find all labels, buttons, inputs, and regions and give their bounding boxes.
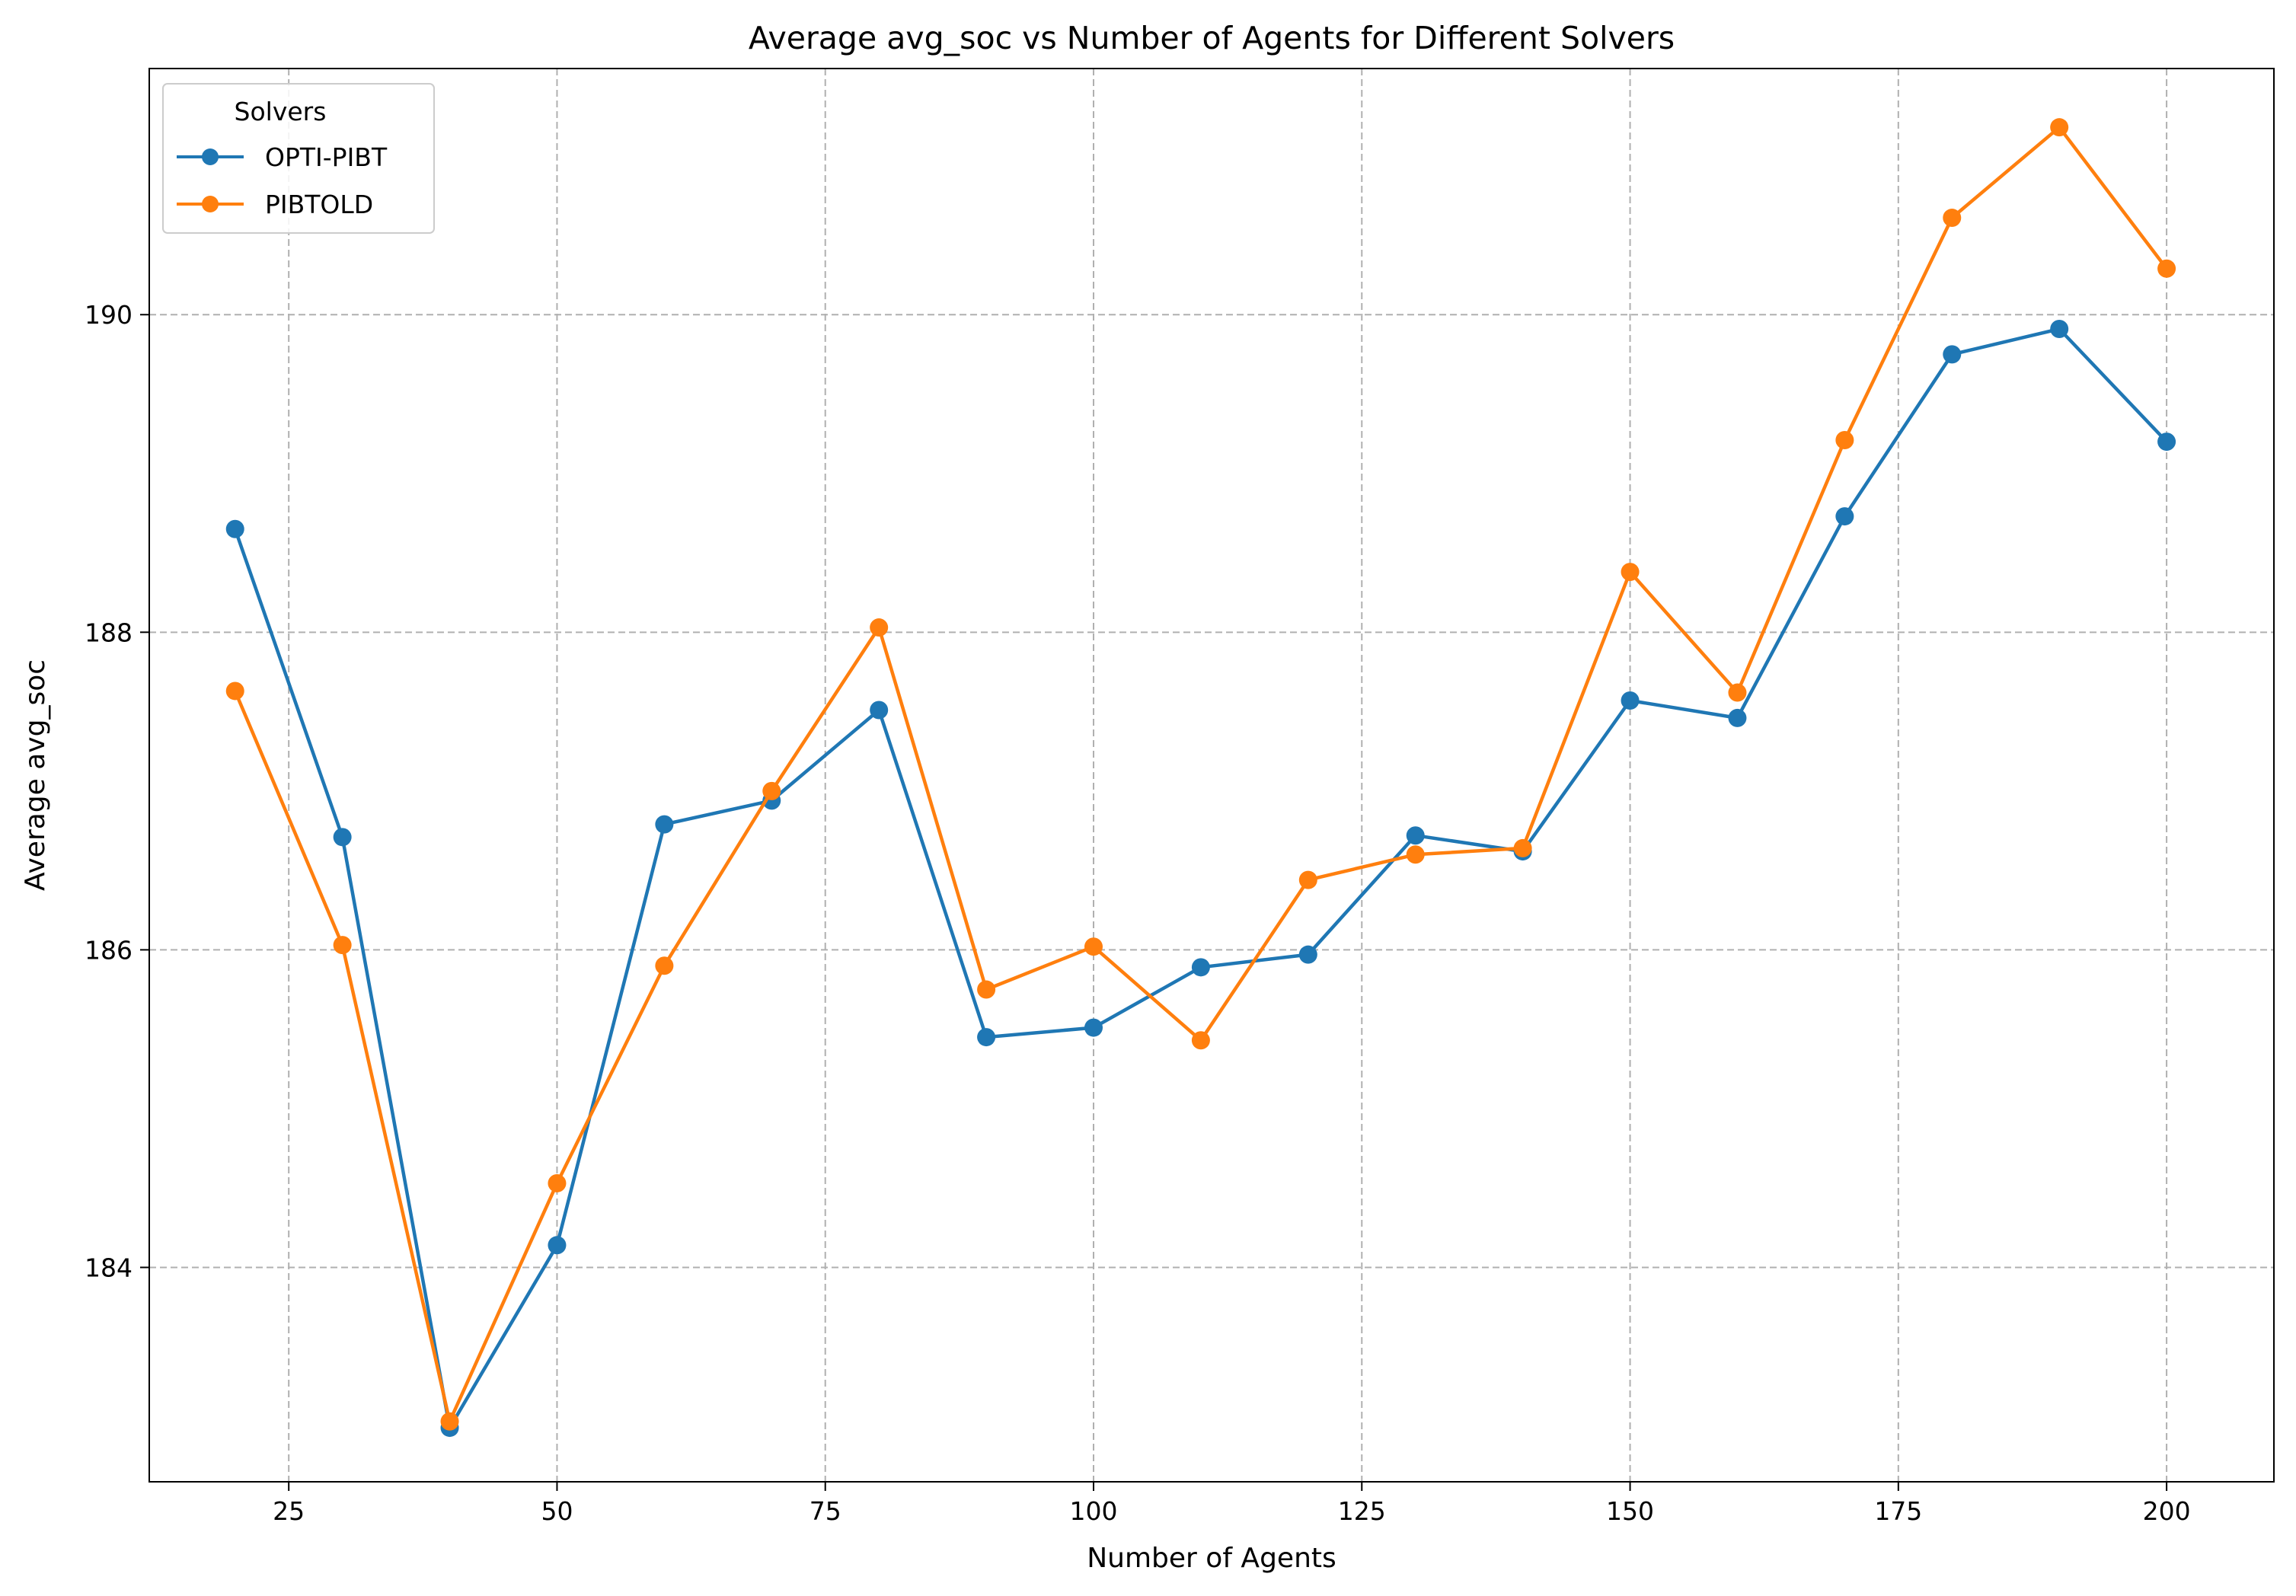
x-tick-label: 150: [1606, 1496, 1654, 1526]
y-tick-label: 184: [85, 1253, 133, 1282]
series-layer: [225, 118, 2176, 1438]
data-point-pibtold[interactable]: [762, 781, 781, 800]
data-point-pibtold[interactable]: [1084, 937, 1103, 956]
x-axis-label: Number of Agents: [1087, 1543, 1336, 1574]
data-point-opti-pibt[interactable]: [225, 519, 244, 538]
data-point-pibtold[interactable]: [1835, 430, 1854, 449]
y-axis: 184 186 188 190: [85, 300, 149, 1282]
y-tick-label: 186: [85, 935, 133, 965]
x-axis: 25 50 75 100 125 150 175 200: [273, 1482, 2191, 1526]
chart-title: Average avg_soc vs Number of Agents for …: [749, 20, 1675, 56]
legend-box: [162, 83, 435, 234]
plot-frame: [148, 68, 2275, 1483]
series-opti-pibt: [225, 320, 2176, 1438]
data-point-opti-pibt[interactable]: [548, 1236, 567, 1255]
x-tick-label: 25: [273, 1496, 305, 1526]
data-point-opti-pibt[interactable]: [1621, 691, 1640, 710]
data-point-pibtold[interactable]: [1728, 683, 1747, 702]
data-point-opti-pibt[interactable]: [1084, 1018, 1103, 1037]
data-point-opti-pibt[interactable]: [333, 828, 352, 847]
data-point-pibtold[interactable]: [870, 618, 889, 637]
y-tick-label: 190: [85, 300, 133, 330]
data-point-opti-pibt[interactable]: [1728, 708, 1747, 727]
legend-label-pibtold: PIBTOLD: [265, 190, 373, 219]
data-point-opti-pibt[interactable]: [2050, 320, 2069, 339]
legend: Solvers OPTI-PIBT PIBTOLD: [162, 83, 435, 234]
data-point-opti-pibt[interactable]: [1298, 945, 1317, 964]
data-point-pibtold[interactable]: [1298, 870, 1317, 889]
x-tick-label: 75: [810, 1496, 841, 1526]
x-tick-label: 175: [1874, 1496, 1922, 1526]
data-point-opti-pibt[interactable]: [1943, 345, 1962, 364]
data-point-pibtold[interactable]: [655, 956, 674, 975]
x-tick-label: 200: [2143, 1496, 2191, 1526]
x-tick-label: 100: [1070, 1496, 1118, 1526]
data-point-pibtold[interactable]: [225, 681, 244, 701]
data-point-pibtold[interactable]: [1621, 563, 1640, 582]
legend-swatch-marker: [202, 148, 219, 165]
data-point-pibtold[interactable]: [1191, 1031, 1210, 1050]
data-point-pibtold[interactable]: [977, 980, 996, 999]
legend-title: Solvers: [235, 97, 327, 126]
legend-label-opti-pibt: OPTI-PIBT: [265, 142, 388, 172]
data-point-opti-pibt[interactable]: [655, 815, 674, 834]
data-point-opti-pibt[interactable]: [977, 1028, 996, 1047]
legend-swatch-marker: [202, 196, 219, 212]
data-point-pibtold[interactable]: [2157, 259, 2176, 278]
data-point-pibtold[interactable]: [333, 936, 352, 955]
data-point-opti-pibt[interactable]: [1191, 958, 1210, 977]
grid-lines: [149, 69, 2274, 1482]
x-tick-label: 50: [541, 1496, 573, 1526]
data-point-pibtold[interactable]: [440, 1412, 459, 1431]
x-tick-label: 125: [1338, 1496, 1386, 1526]
data-point-pibtold[interactable]: [2050, 118, 2069, 137]
data-point-pibtold[interactable]: [1943, 209, 1962, 228]
legend-entry-pibtold[interactable]: PIBTOLD: [177, 190, 373, 219]
data-point-opti-pibt[interactable]: [2157, 433, 2176, 452]
data-point-opti-pibt[interactable]: [1406, 826, 1425, 845]
data-point-opti-pibt[interactable]: [1835, 507, 1854, 526]
data-point-pibtold[interactable]: [1406, 845, 1425, 864]
y-axis-label: Average avg_soc: [20, 659, 51, 891]
y-tick-label: 188: [85, 618, 133, 647]
legend-entry-opti-pibt[interactable]: OPTI-PIBT: [177, 142, 388, 172]
data-point-pibtold[interactable]: [1513, 838, 1532, 857]
data-point-opti-pibt[interactable]: [870, 701, 889, 720]
series-pibtold: [225, 118, 2176, 1431]
data-point-pibtold[interactable]: [548, 1173, 567, 1192]
